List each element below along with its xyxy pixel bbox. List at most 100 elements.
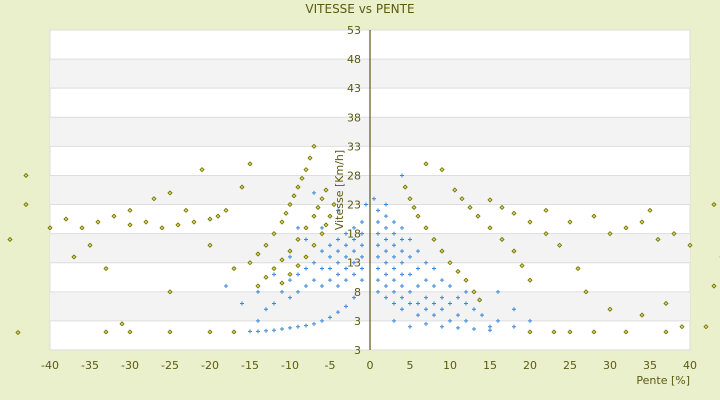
data-point-cross	[288, 325, 292, 330]
data-point-dot	[175, 222, 181, 228]
data-point-cross	[304, 323, 308, 328]
data-point-dot	[647, 207, 653, 213]
data-point-cross	[312, 321, 316, 326]
data-point-dot	[255, 251, 261, 257]
data-point-dot	[423, 161, 429, 167]
data-point-cross	[392, 231, 396, 236]
data-point-cross	[392, 243, 396, 248]
data-point-cross	[416, 301, 420, 306]
data-point-cross	[288, 254, 292, 259]
data-point-cross	[256, 329, 260, 334]
data-point-cross	[280, 289, 284, 294]
data-point-dot	[23, 172, 29, 179]
data-point-dot	[703, 324, 709, 330]
data-point-cross	[408, 272, 412, 277]
data-point-dot	[207, 242, 213, 248]
data-point-cross	[440, 278, 444, 283]
data-point-dot	[127, 222, 133, 228]
data-point-cross	[392, 289, 396, 294]
data-point-dot	[311, 242, 317, 248]
data-point-cross	[384, 260, 388, 265]
data-point-cross	[408, 324, 412, 329]
data-point-cross	[400, 272, 404, 277]
data-point-dot	[271, 231, 277, 237]
data-point-cross	[424, 321, 428, 326]
data-point-dot	[407, 196, 413, 202]
data-point-cross	[328, 243, 332, 248]
data-point-cross	[360, 243, 364, 248]
data-point-cross	[408, 289, 412, 294]
data-point-cross	[392, 220, 396, 224]
data-point-dot	[591, 329, 597, 335]
y-tick-label: 28	[347, 169, 361, 182]
x-tick-label: -10	[281, 359, 299, 372]
x-tick-label: -15	[241, 359, 259, 372]
data-point-cross	[296, 225, 300, 230]
x-tick-label: -35	[81, 359, 99, 372]
data-point-cross	[256, 318, 260, 323]
y-tick-label: 13	[347, 257, 361, 270]
data-point-dot	[423, 225, 429, 231]
data-point-cross	[392, 318, 396, 323]
data-point-cross	[416, 266, 420, 271]
data-point-cross	[328, 315, 332, 320]
data-point-cross	[464, 301, 468, 306]
data-point-cross	[432, 301, 436, 306]
data-point-cross	[464, 318, 468, 323]
data-point-dot	[279, 280, 285, 286]
data-point-cross	[344, 304, 348, 309]
x-tick-label: 35	[643, 359, 657, 372]
data-point-cross	[352, 237, 356, 242]
data-point-cross	[344, 254, 348, 259]
data-point-dot	[7, 236, 13, 243]
data-point-cross	[364, 202, 368, 207]
data-point-dot	[231, 329, 237, 335]
data-point-cross	[384, 237, 388, 242]
data-point-cross	[360, 266, 364, 271]
y-tick-label: 8	[354, 286, 361, 299]
data-point-dot	[183, 207, 189, 213]
data-point-cross	[320, 249, 324, 254]
data-point-dot	[87, 242, 93, 248]
data-point-cross	[512, 307, 516, 312]
data-point-dot	[679, 324, 685, 330]
data-point-dot	[567, 329, 573, 335]
data-point-dot	[159, 225, 165, 231]
data-point-dot	[567, 219, 573, 225]
data-point-cross	[488, 324, 492, 329]
data-point-cross	[352, 295, 356, 300]
data-point-dot	[287, 201, 293, 208]
data-point-dot	[287, 248, 293, 254]
data-point-cross	[264, 307, 268, 312]
data-point-cross	[312, 190, 316, 195]
data-point-cross	[400, 225, 404, 230]
data-point-cross	[384, 214, 388, 219]
data-point-cross	[360, 254, 364, 259]
data-point-cross	[432, 284, 436, 288]
data-point-dot	[543, 207, 549, 213]
data-point-cross	[408, 254, 412, 259]
data-point-dot	[439, 248, 445, 254]
x-tick-label: -5	[325, 359, 336, 372]
data-point-dot	[307, 155, 313, 161]
data-point-cross	[352, 249, 356, 254]
data-point-cross	[272, 328, 276, 333]
data-point-dot	[215, 213, 221, 219]
data-point-dot	[279, 219, 285, 225]
data-point-dot	[557, 242, 563, 248]
y-tick-label: 23	[347, 199, 361, 212]
data-point-dot	[543, 231, 549, 237]
y-tick-label: 38	[347, 111, 361, 124]
data-point-dot	[655, 236, 661, 243]
data-point-cross	[456, 325, 460, 330]
data-point-dot	[247, 161, 253, 167]
data-point-cross	[384, 249, 388, 254]
data-point-cross	[376, 278, 380, 283]
data-point-dot	[143, 219, 149, 225]
data-point-cross	[372, 196, 376, 201]
data-point-cross	[448, 318, 452, 323]
data-point-cross	[376, 254, 380, 259]
data-point-dot	[119, 321, 125, 327]
data-point-cross	[320, 266, 324, 271]
